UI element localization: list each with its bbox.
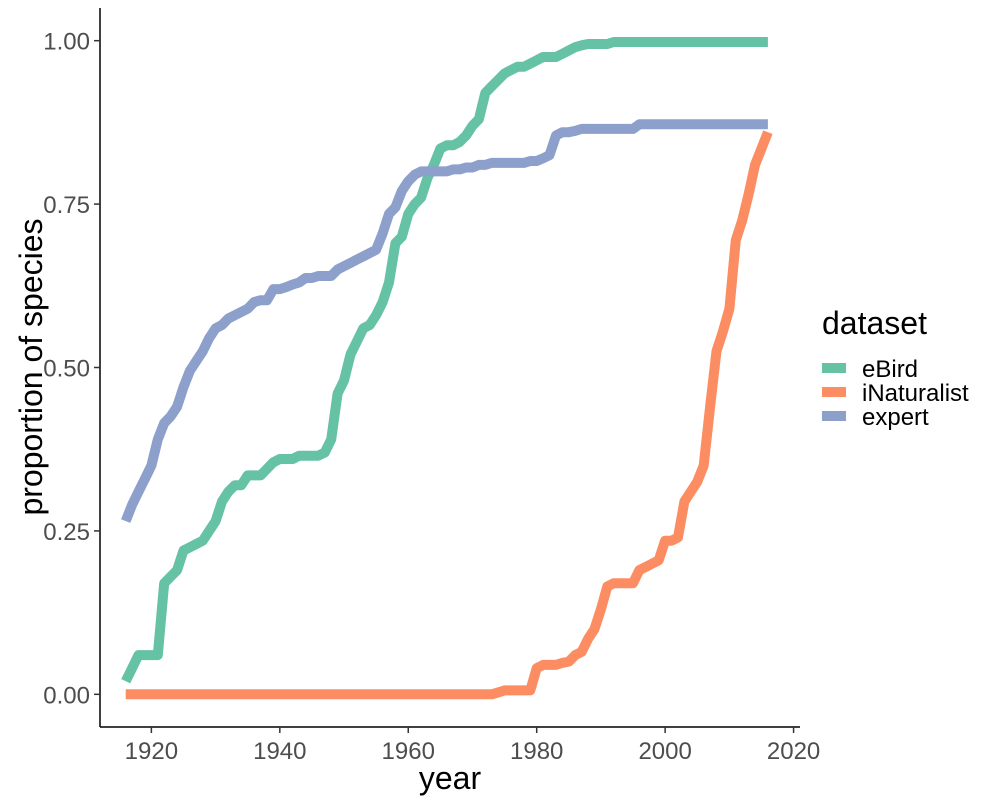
x-tick-label: 1960: [382, 738, 435, 765]
y-tick-label: 0.50: [43, 356, 90, 383]
plot-lines: [121, 37, 773, 700]
x-tick-label: 1920: [125, 738, 178, 765]
x-ticks: 1920 1940 1960 1980 2000 2020: [125, 727, 820, 765]
x-tick-label: 1980: [510, 738, 563, 765]
y-tick-label: 0.00: [43, 682, 90, 709]
legend-label-ebird: eBird: [862, 356, 918, 383]
series-line-expert: [121, 119, 768, 523]
legend-label-inaturalist: iNaturalist: [862, 380, 969, 407]
y-axis-title: proportion of species: [13, 218, 49, 515]
y-tick-label: 0.25: [43, 519, 90, 546]
x-tick-label: 2020: [767, 738, 820, 765]
y-tick-label: 1.00: [43, 29, 90, 56]
legend-label-expert: expert: [862, 404, 929, 431]
x-tick-label: 1940: [253, 738, 306, 765]
legend-title: dataset: [822, 305, 927, 341]
series-line-ebird: [121, 37, 768, 684]
y-ticks: 0.00 0.25 0.50 0.75 1.00: [43, 29, 100, 709]
x-axis-title: year: [419, 760, 482, 796]
series-line-inaturalist: [125, 130, 773, 700]
y-tick-label: 0.75: [43, 192, 90, 219]
x-tick-label: 2000: [638, 738, 691, 765]
axes: 1920 1940 1960 1980 2000 2020 0.00 0.25 0.50 0.7…: [43, 8, 820, 765]
